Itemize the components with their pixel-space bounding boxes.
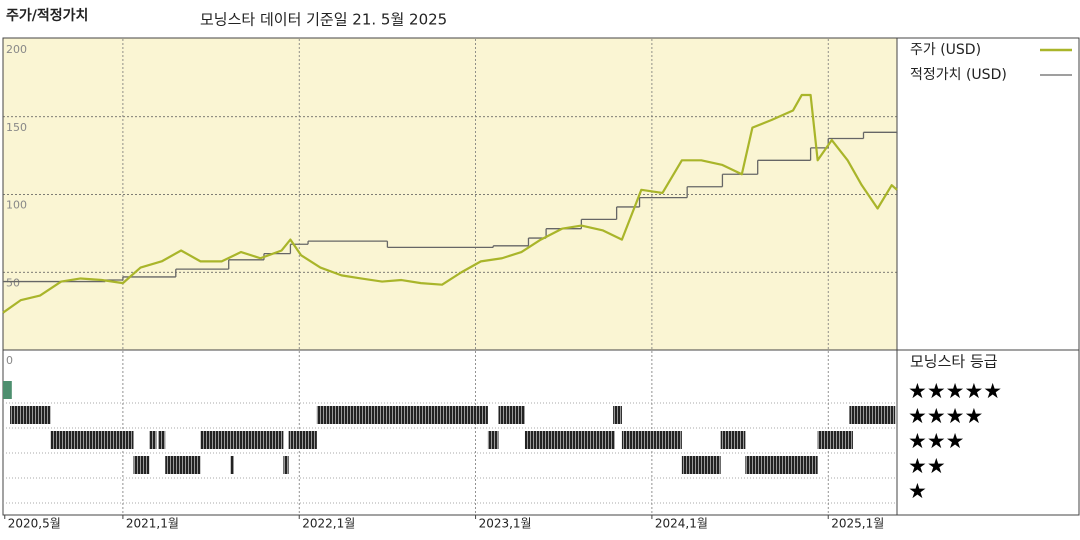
rating-bar bbox=[720, 431, 746, 449]
rating-legend: ★★★★★ bbox=[908, 379, 1002, 403]
x-tick-label: 2025,1월 bbox=[831, 517, 884, 531]
rating-legend: ★★★★ bbox=[908, 404, 983, 428]
x-tick-label: 2022,1월 bbox=[302, 517, 355, 531]
x-tick-label: 2020,5월 bbox=[8, 517, 61, 531]
rating-bar bbox=[498, 406, 525, 424]
rating-bar bbox=[200, 431, 284, 449]
rating-legend: ★★ bbox=[908, 454, 946, 478]
y-tick-label: 0 bbox=[6, 354, 13, 367]
rating-legend: ★ bbox=[908, 479, 927, 503]
rating-bar bbox=[817, 431, 853, 449]
chart-title: 주가/적정가치 bbox=[6, 7, 88, 24]
rating-bar bbox=[524, 431, 615, 449]
y-tick-label: 200 bbox=[6, 43, 27, 56]
chart-subtitle: 모닝스타 데이터 기준일 21. 5월 2025 bbox=[200, 11, 447, 29]
rating-bar bbox=[133, 456, 150, 474]
legend-label: 적정가치 (USD) bbox=[910, 67, 1007, 83]
legend-label: 주가 (USD) bbox=[910, 42, 981, 58]
rating-bar bbox=[10, 406, 51, 424]
y-tick-label: 150 bbox=[6, 121, 27, 134]
x-tick-label: 2021,1월 bbox=[126, 517, 179, 531]
rating-bar bbox=[149, 431, 157, 449]
rating-bar bbox=[613, 406, 622, 424]
rating-bar bbox=[621, 431, 682, 449]
rating-bar bbox=[316, 406, 488, 424]
rating-bar bbox=[745, 456, 818, 474]
rating-bar bbox=[487, 431, 499, 449]
rating-bar bbox=[50, 431, 134, 449]
rating-bar bbox=[158, 431, 166, 449]
rating-bar bbox=[681, 456, 721, 474]
rating-legend: ★★★ bbox=[908, 429, 964, 453]
plot-background bbox=[3, 38, 897, 350]
frame bbox=[2, 37, 1080, 516]
rating-bar bbox=[165, 456, 201, 474]
rating-bar bbox=[849, 406, 896, 424]
x-tick-label: 2024,1월 bbox=[655, 517, 708, 531]
rating-bar bbox=[230, 456, 234, 474]
price-line bbox=[2, 93, 898, 314]
rating-bar bbox=[288, 431, 317, 449]
rating-title: 모닝스타 등급 bbox=[910, 353, 998, 371]
rating-rows bbox=[3, 402, 897, 504]
y-tick-label: 100 bbox=[6, 199, 27, 212]
x-tick-label: 2023,1월 bbox=[479, 517, 532, 531]
rating-bar bbox=[3, 381, 12, 399]
rating-bar bbox=[283, 456, 289, 474]
y-tick-label: 50 bbox=[6, 276, 20, 289]
